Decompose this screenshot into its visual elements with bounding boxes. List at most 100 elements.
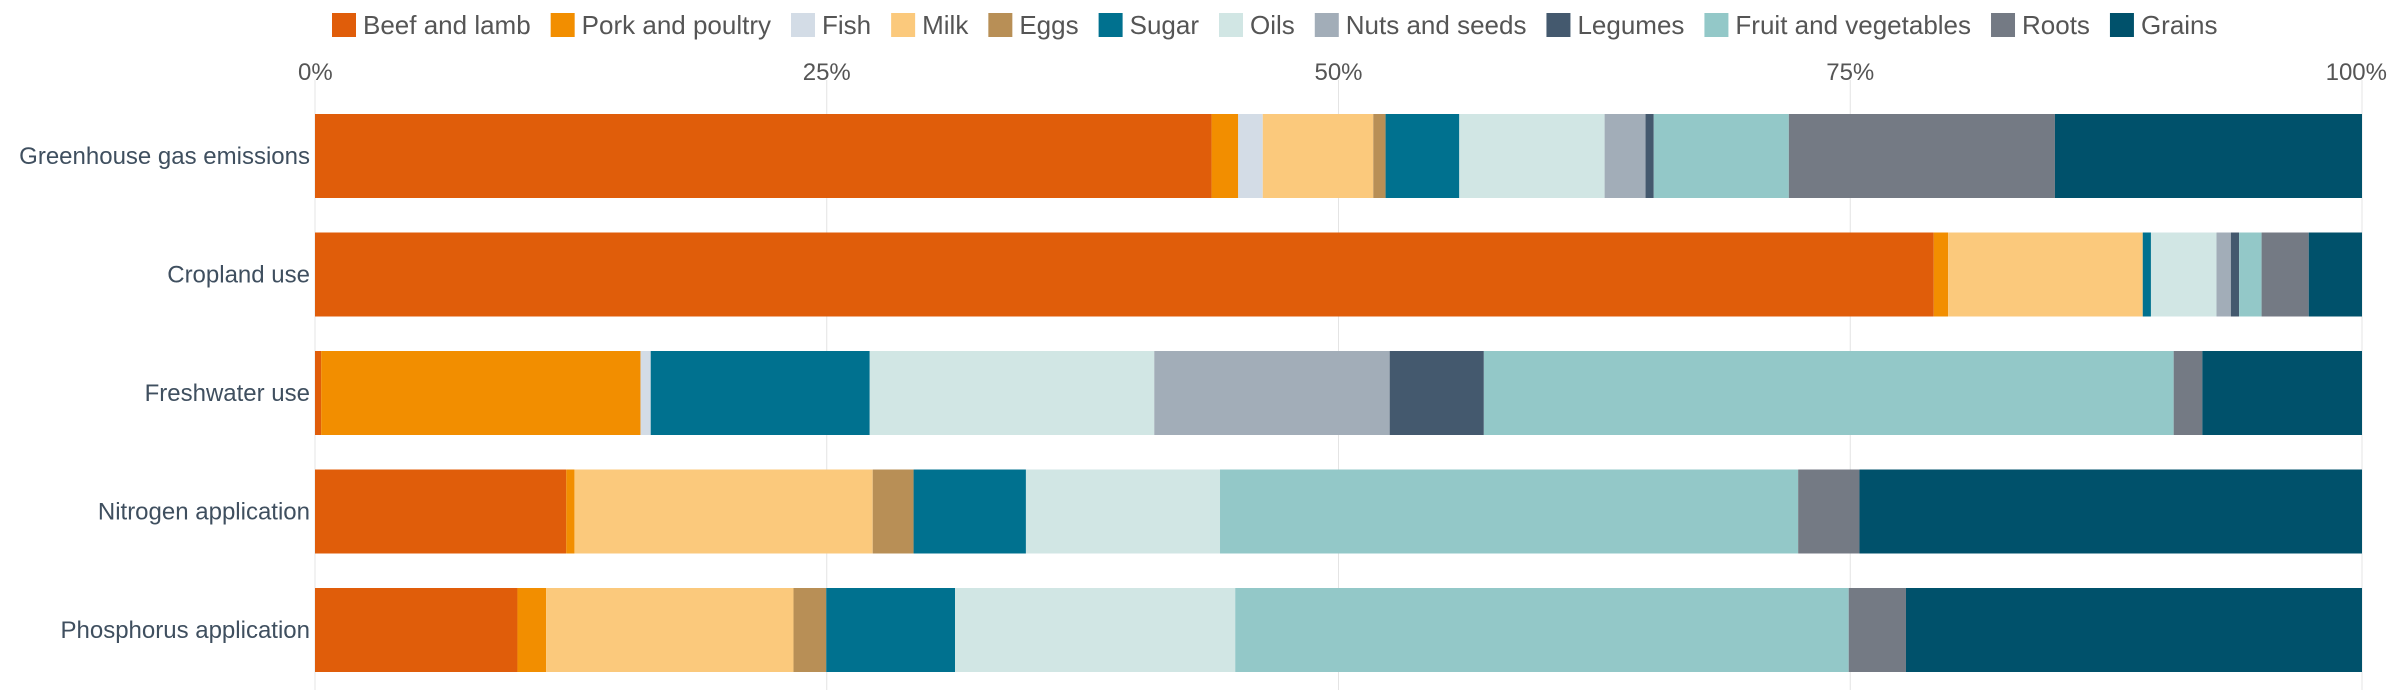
bar-segment-pork-and-poultry bbox=[321, 351, 641, 435]
legend-swatch bbox=[1314, 13, 1339, 37]
bar-freshwater-use bbox=[315, 351, 2362, 435]
bar-segment-beef-and-lamb bbox=[315, 351, 322, 435]
bar-segment-beef-and-lamb bbox=[315, 469, 567, 554]
legend-label: Fruit and vegetables bbox=[1735, 10, 1971, 40]
bar-nitrogen-application bbox=[315, 469, 2362, 554]
legend-swatch bbox=[332, 13, 356, 37]
bar-segment-milk bbox=[1262, 114, 1374, 198]
legend-label: Oils bbox=[1250, 10, 1295, 40]
legend-swatch bbox=[2109, 13, 2134, 37]
bar-segment-roots bbox=[1788, 114, 2055, 198]
legend-swatch bbox=[791, 13, 815, 37]
legend-label: Sugar bbox=[1130, 10, 1200, 40]
legend-item-eggs: Eggs bbox=[988, 10, 1079, 40]
legend-swatch bbox=[1704, 13, 1729, 37]
legend-item-legumes: Legumes bbox=[1546, 10, 1684, 40]
legend-swatch bbox=[550, 13, 575, 37]
bar-segment-eggs bbox=[1373, 114, 1386, 198]
x-tick-label: 50% bbox=[1314, 59, 1362, 86]
bar-segment-sugar bbox=[913, 469, 1026, 554]
category-label: Nitrogen application bbox=[98, 499, 310, 526]
bar-segment-grains bbox=[1905, 588, 2362, 672]
bar-segment-roots bbox=[2261, 232, 2309, 317]
legend-label: Pork and poultry bbox=[582, 10, 771, 40]
category-label: Phosphorus application bbox=[60, 617, 310, 644]
bar-segment-sugar bbox=[2142, 232, 2151, 317]
bar-segment-oils bbox=[2150, 232, 2217, 317]
bar-segment-grains bbox=[2054, 114, 2362, 198]
bar-segment-pork-and-poultry bbox=[1933, 232, 1949, 317]
bar-segment-legumes bbox=[1389, 351, 1484, 435]
bar-segment-nuts-and-seeds bbox=[1154, 351, 1390, 435]
bar-segment-legumes bbox=[2230, 232, 2240, 317]
bar-segment-roots bbox=[2173, 351, 2203, 435]
bar-segment-sugar bbox=[1385, 114, 1460, 198]
x-tick-label: 75% bbox=[1826, 59, 1874, 86]
legend-swatch bbox=[1546, 13, 1571, 37]
legend-label: Eggs bbox=[1019, 10, 1078, 40]
x-tick-label: 0% bbox=[298, 59, 333, 86]
bar-phosphorus-application bbox=[315, 588, 2362, 672]
legend-item-fruit-and-vegetables: Fruit and vegetables bbox=[1704, 10, 1971, 40]
bar-segment-grains bbox=[2308, 232, 2362, 317]
legend-item-grains: Grains bbox=[2109, 10, 2218, 40]
bar-segment-sugar bbox=[826, 588, 956, 672]
category-label: Freshwater use bbox=[145, 380, 310, 407]
bar-segment-oils bbox=[1459, 114, 1605, 198]
bar-segment-eggs bbox=[872, 469, 914, 554]
legend-swatch bbox=[988, 13, 1013, 37]
legend-item-fish: Fish bbox=[791, 10, 871, 40]
bar-segment-pork-and-poultry bbox=[566, 469, 575, 554]
bar-segment-grains bbox=[2202, 351, 2362, 435]
legend-label: Fish bbox=[822, 10, 871, 40]
bar-segment-roots bbox=[1798, 469, 1860, 554]
legend-label: Nuts and seeds bbox=[1346, 10, 1527, 40]
bar-segment-pork-and-poultry bbox=[1211, 114, 1239, 198]
bar-segment-nuts-and-seeds bbox=[2216, 232, 2231, 317]
legend-swatch bbox=[891, 13, 916, 37]
bar-segment-sugar bbox=[650, 351, 870, 435]
legend-label: Grains bbox=[2141, 10, 2218, 40]
category-labels: Greenhouse gas emissions Cropland use Fres… bbox=[19, 143, 310, 644]
bar-greenhouse-gas-emissions bbox=[315, 114, 2362, 198]
bar-segment-oils bbox=[1025, 469, 1221, 554]
x-axis-tick-labels: 0% 25% 50% 75% 100% bbox=[298, 59, 2387, 86]
bars bbox=[315, 114, 2362, 672]
category-label: Cropland use bbox=[167, 262, 310, 289]
x-tick-label: 25% bbox=[803, 59, 851, 86]
bar-segment-fruit-and-vegetables bbox=[1220, 469, 1799, 554]
bar-segment-eggs bbox=[793, 588, 827, 672]
bar-segment-roots bbox=[1848, 588, 1906, 672]
legend: Beef and lamb Pork and poultry Fish Milk Egg… bbox=[332, 10, 2218, 40]
bar-segment-nuts-and-seeds bbox=[1604, 114, 1646, 198]
bar-segment-milk bbox=[546, 588, 794, 672]
bar-segment-milk bbox=[574, 469, 873, 554]
bar-segment-beef-and-lamb bbox=[315, 232, 1934, 317]
bar-segment-pork-and-poultry bbox=[517, 588, 547, 672]
bar-segment-milk bbox=[1948, 232, 2143, 317]
bar-segment-beef-and-lamb bbox=[315, 114, 1212, 198]
bar-segment-grains bbox=[1859, 469, 2362, 554]
legend-swatch bbox=[1991, 13, 2016, 37]
bar-segment-fruit-and-vegetables bbox=[1653, 114, 1789, 198]
legend-item-beef-and-lamb: Beef and lamb bbox=[332, 10, 531, 40]
legend-label: Roots bbox=[2022, 10, 2090, 40]
bar-cropland-use bbox=[315, 232, 2362, 317]
bar-segment-fruit-and-vegetables bbox=[1235, 588, 1849, 672]
legend-label: Milk bbox=[922, 10, 969, 40]
legend-label: Beef and lamb bbox=[363, 10, 531, 40]
bar-segment-oils bbox=[869, 351, 1155, 435]
bar-segment-fish bbox=[1238, 114, 1263, 198]
bar-segment-legumes bbox=[1645, 114, 1654, 198]
bar-segment-oils bbox=[955, 588, 1236, 672]
legend-swatch bbox=[1098, 13, 1123, 37]
legend-item-sugar: Sugar bbox=[1098, 10, 1200, 40]
legend-item-pork-and-poultry: Pork and poultry bbox=[550, 10, 771, 40]
legend-swatch bbox=[1219, 13, 1243, 37]
legend-item-nuts-and-seeds: Nuts and seeds bbox=[1314, 10, 1527, 40]
bar-segment-fruit-and-vegetables bbox=[1483, 351, 2174, 435]
legend-item-roots: Roots bbox=[1991, 10, 2090, 40]
legend-label: Legumes bbox=[1577, 10, 1684, 40]
legend-item-milk: Milk bbox=[891, 10, 969, 40]
